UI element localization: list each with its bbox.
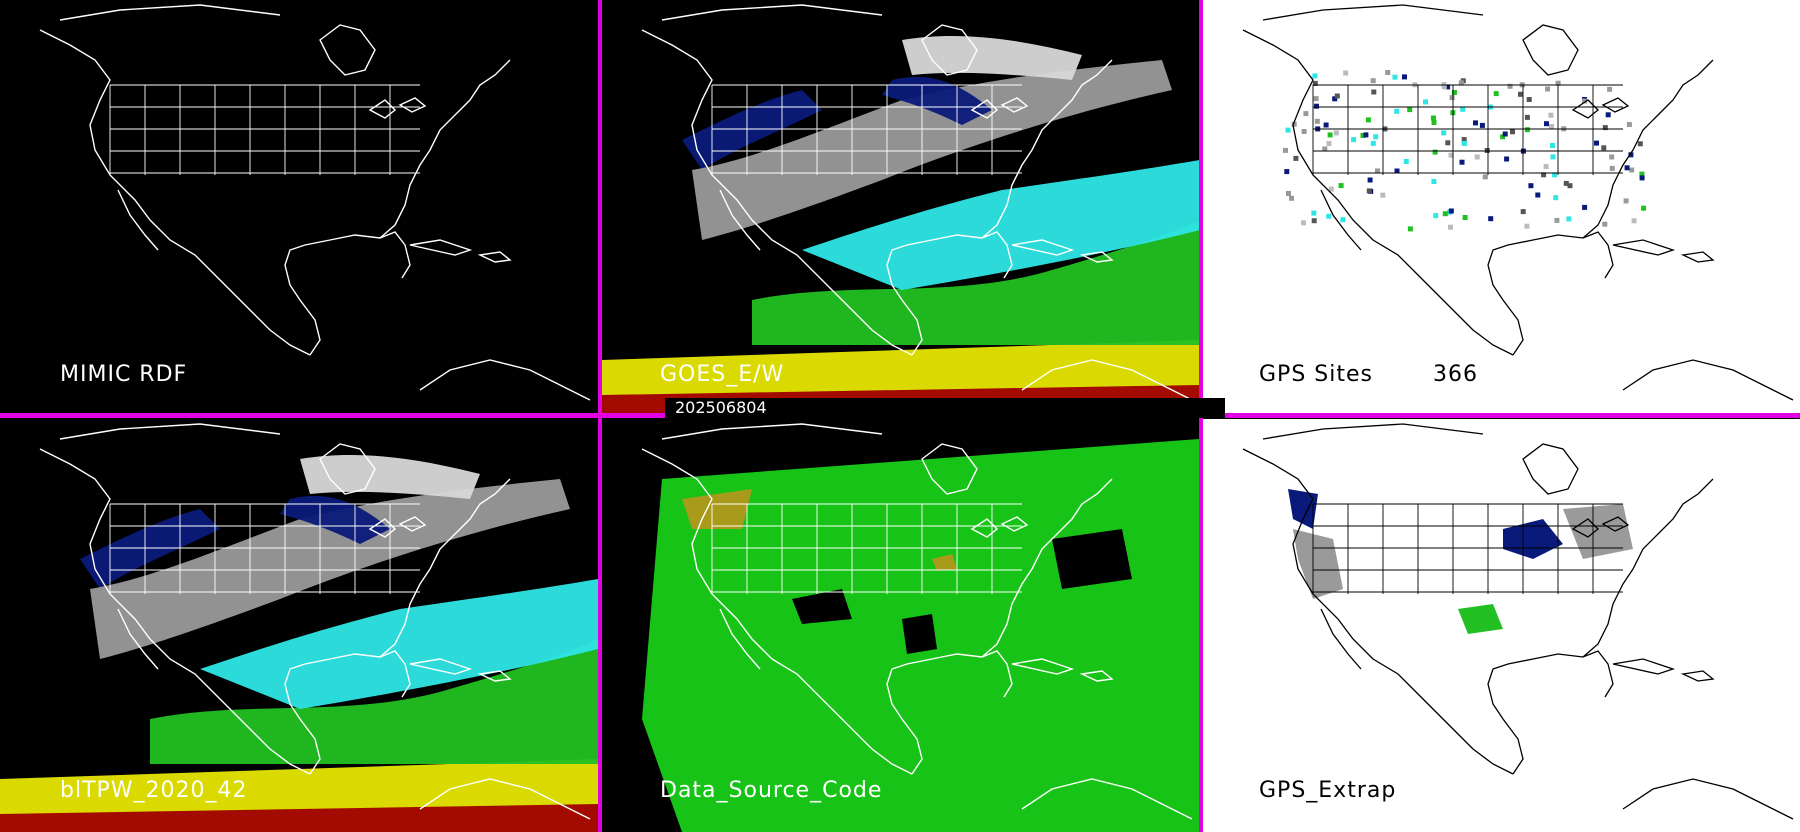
- panel-data-source: Data_Source_Code: [602, 419, 1199, 832]
- panel-label: GPS Sites: [1259, 362, 1373, 387]
- map-goes: [602, 4, 1199, 413]
- panel-tpw: blTPW_2020_42: [0, 419, 598, 832]
- map-gps-sites: [1242, 4, 1794, 401]
- panel-label: MIMIC RDF: [60, 362, 188, 387]
- panel-gps-extrap: GPS_Extrap: [1203, 419, 1800, 832]
- panel-mimic-rdf: MIMIC RDF: [0, 0, 598, 413]
- gps-site-count: 366: [1433, 362, 1478, 387]
- panel-label: GOES_E/W: [660, 362, 785, 387]
- panel-gps-sites: GPS Sites 366: [1203, 0, 1800, 413]
- panel-goes: GOES_E/W: [602, 0, 1199, 413]
- timestamp-bar: 202506804: [665, 398, 1225, 418]
- map-tpw: [0, 423, 598, 832]
- map-data-source: [641, 423, 1199, 832]
- panel-label: GPS_Extrap: [1259, 778, 1397, 803]
- map-gps-extrap: [1242, 423, 1794, 820]
- map-mimic-rdf: [39, 4, 591, 401]
- panel-label: Data_Source_Code: [660, 778, 883, 803]
- panel-label: blTPW_2020_42: [60, 778, 248, 803]
